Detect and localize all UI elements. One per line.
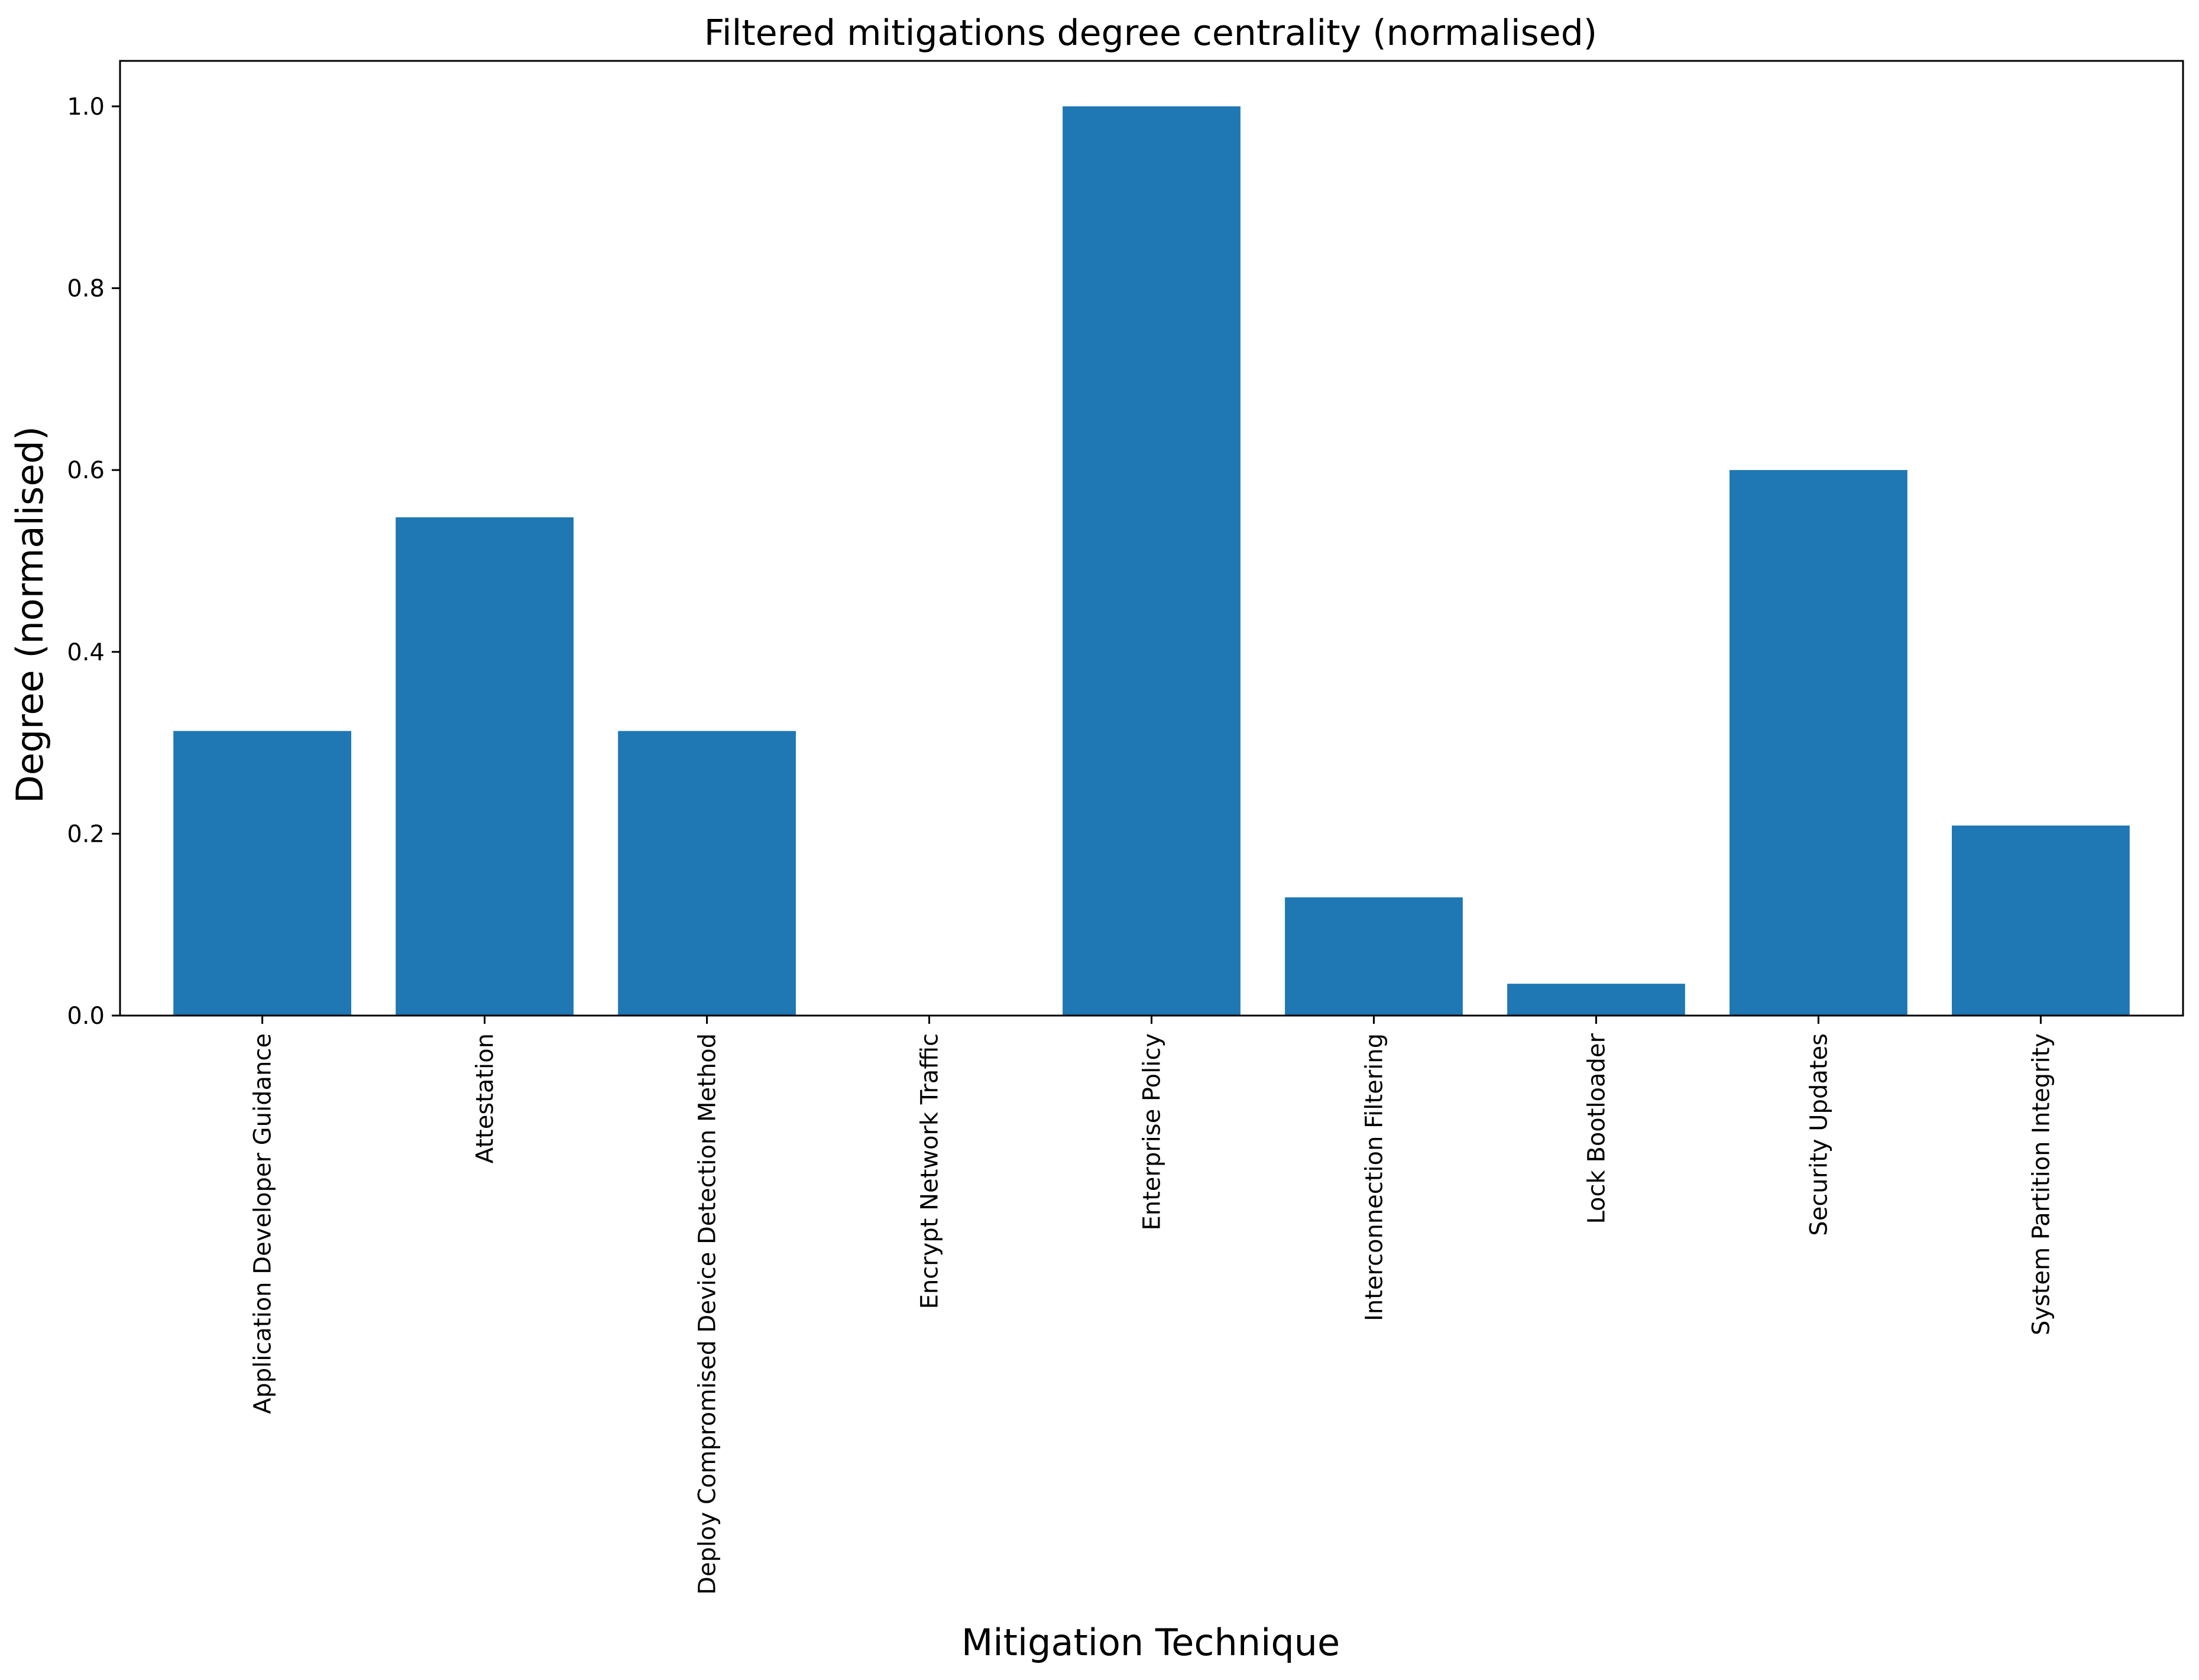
x-tick-label-encrypt-network-traffic: Encrypt Network Traffic xyxy=(916,1033,944,1309)
bar-system-partition-integrity xyxy=(1951,825,2130,1016)
x-axis: Application Developer Guidance Attestatio… xyxy=(250,1016,2055,1595)
x-axis-label: Mitigation Technique xyxy=(961,1621,1340,1664)
y-axis: 0.0 0.2 0.4 0.6 0.8 1.0 xyxy=(67,93,120,1030)
bar-security-updates xyxy=(1730,470,1907,1016)
x-tick-label-enterprise-policy: Enterprise Policy xyxy=(1139,1033,1166,1231)
bar-interconnection-filtering xyxy=(1285,897,1463,1016)
bar-enterprise-policy xyxy=(1063,106,1241,1016)
plot-frame xyxy=(119,60,2184,1017)
x-tick-label-interconnection-filtering: Interconnection Filtering xyxy=(1361,1033,1388,1321)
y-tick-label: 1.0 xyxy=(67,93,105,121)
x-tick-label-application-developer-guidance: Application Developer Guidance xyxy=(250,1033,277,1414)
y-tick-label: 0.6 xyxy=(67,457,105,484)
chart-title: Filtered mitigations degree centrality (… xyxy=(704,12,1597,54)
bar-lock-bootloader xyxy=(1507,984,1685,1016)
y-tick-label: 0.4 xyxy=(67,639,105,666)
x-tick-label-deploy-compromised-device-detection-method: Deploy Compromised Device Detection Meth… xyxy=(694,1033,721,1595)
y-tick-label: 0.2 xyxy=(67,820,105,848)
x-tick-label-system-partition-integrity: System Partition Integrity xyxy=(2028,1033,2055,1335)
x-tick-label-attestation: Attestation xyxy=(472,1033,499,1163)
bars xyxy=(173,106,2130,1016)
y-axis-label: Degree (normalised) xyxy=(8,426,51,803)
x-tick-label-lock-bootloader: Lock Bootloader xyxy=(1583,1033,1610,1224)
bar-deploy-compromised-device-detection-method xyxy=(618,731,796,1016)
bar-application-developer-guidance xyxy=(173,731,352,1016)
bar-attestation xyxy=(396,517,574,1016)
y-tick-label: 0.8 xyxy=(67,275,105,303)
x-tick-label-security-updates: Security Updates xyxy=(1805,1033,1832,1236)
y-tick-label: 0.0 xyxy=(67,1003,105,1030)
